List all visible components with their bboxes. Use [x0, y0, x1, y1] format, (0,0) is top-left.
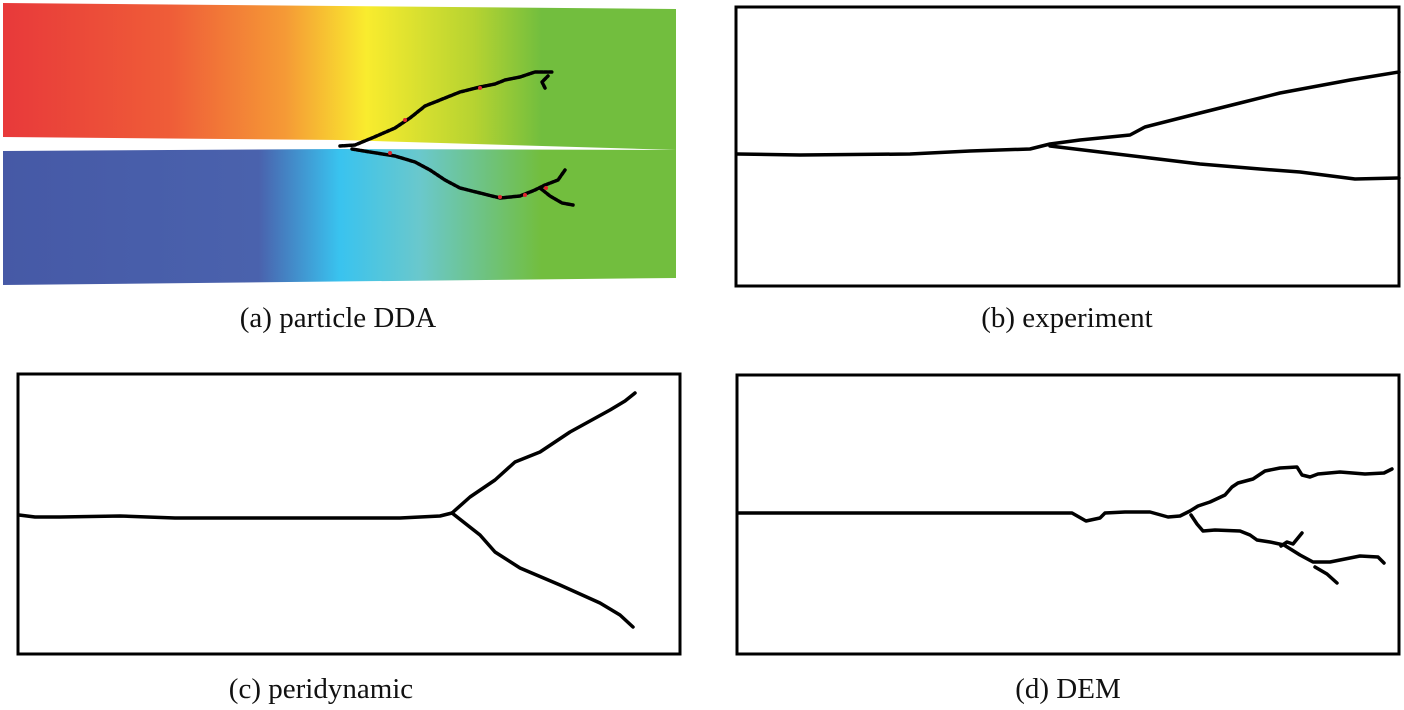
caption-a: (a) particle DDA — [240, 302, 437, 334]
dem-crack-2 — [1279, 531, 1304, 548]
upper-slab-fill — [3, 3, 676, 150]
dda-crack-0 — [338, 70, 554, 148]
dda-crack-1 — [350, 147, 567, 200]
lower-slab-fill — [3, 149, 676, 285]
dda-crack-paths — [338, 70, 575, 207]
experiment-crack-0 — [735, 70, 1401, 157]
dem-crack-3 — [1313, 565, 1339, 585]
dda-broken-particle — [403, 118, 407, 122]
caption-c: (c) peridynamic — [229, 673, 413, 705]
experiment-crack-paths — [735, 70, 1401, 181]
panel-b-experiment — [734, 5, 1401, 288]
dda-broken-particle — [478, 86, 482, 90]
dda-broken-particle — [544, 186, 548, 190]
dda-broken-particle — [523, 193, 527, 197]
peridynamic-crack-0 — [17, 511, 454, 520]
dem-crack-1 — [1189, 513, 1386, 565]
panel-c-frame — [16, 372, 682, 656]
panel-c-peridynamic — [16, 372, 682, 656]
dda-broken-particle — [498, 195, 502, 199]
dem-crack-paths — [736, 465, 1394, 585]
panel-a-particle-dda — [3, 3, 676, 285]
dda-crack-3 — [540, 74, 550, 90]
dem-crack-0 — [736, 465, 1394, 523]
panel-d-dem — [735, 373, 1401, 656]
peridynamic-crack-1 — [450, 391, 637, 515]
dda-crack-2 — [538, 186, 575, 207]
dda-broken-particle — [388, 151, 392, 155]
peridynamic-crack-2 — [450, 511, 635, 629]
caption-d: (d) DEM — [1015, 673, 1121, 705]
peridynamic-crack-paths — [17, 391, 637, 629]
caption-b: (b) experiment — [981, 302, 1153, 334]
experiment-crack-1 — [1048, 144, 1401, 181]
